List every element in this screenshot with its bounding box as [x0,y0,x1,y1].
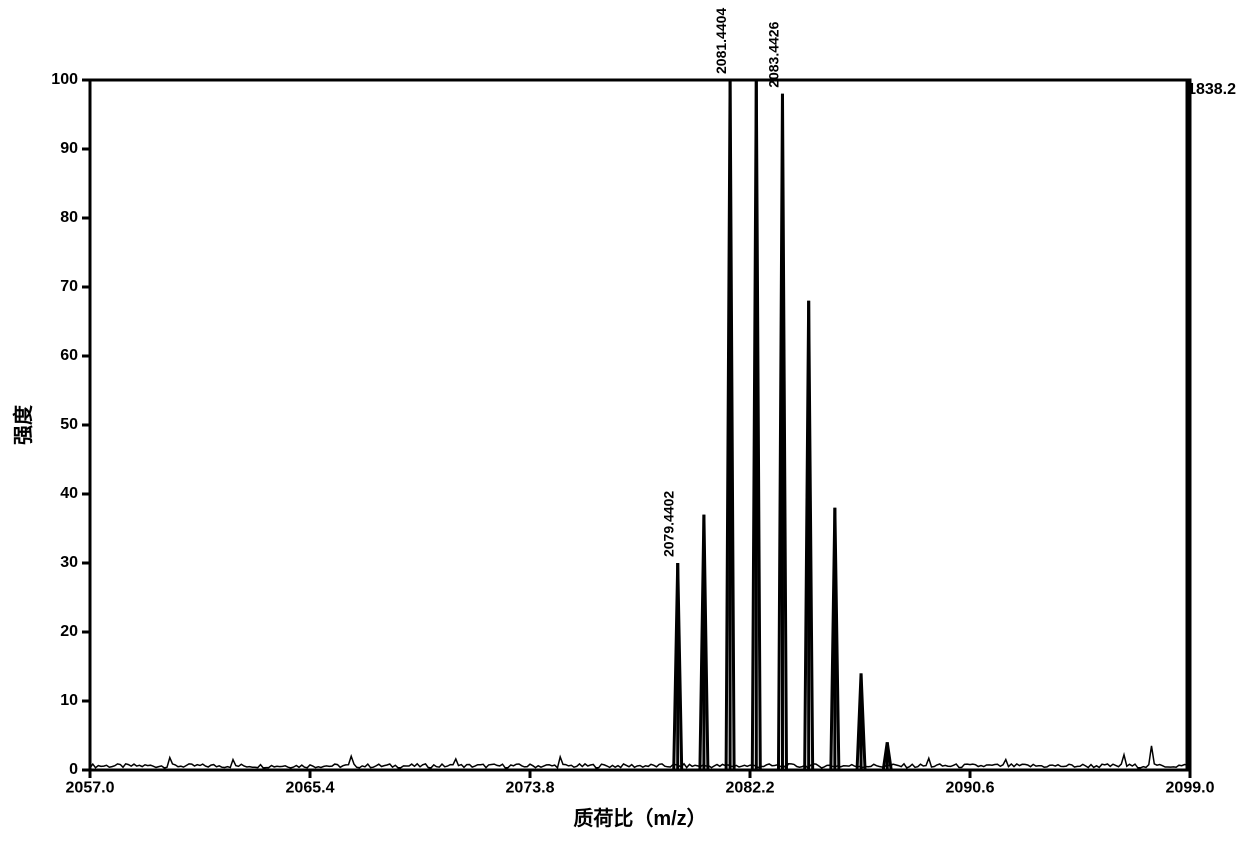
x-tick-label: 2082.2 [726,779,775,796]
mass-spectrum-chart: 0 10 20 30 40 50 60 70 80 90 100 2057.0 2065.4 2073.8… [0,0,1240,855]
y-tick-label: 40 [60,485,78,502]
y-tick-label: 100 [51,71,78,88]
x-axis-title: 质荷比（m/z） [573,806,706,830]
x-tick-label: 2090.6 [946,779,995,796]
y-tick-label: 80 [60,209,78,226]
y-tick-label: 50 [60,416,78,433]
chart-background [0,0,1240,855]
peak-label: 2081.4404 [713,8,729,74]
right-peak-label: 1838.2 [1187,81,1236,98]
x-tick-label: 2099.0 [1166,779,1215,796]
x-tick-label: 2057.0 [66,779,115,796]
y-tick-label: 30 [60,554,78,571]
y-tick-label: 0 [69,761,78,778]
x-tick-label: 2065.4 [286,779,335,796]
y-tick-label: 90 [60,140,78,157]
chart-container: 0 10 20 30 40 50 60 70 80 90 100 2057.0 2065.4 2073.8… [0,0,1240,855]
y-axis-title: 强度 [11,404,35,445]
y-tick-label: 70 [60,278,78,295]
peak-label: 2079.4402 [661,491,677,557]
y-tick-label: 20 [60,623,78,640]
x-tick-label: 2073.8 [506,779,555,796]
peak-label: 2083.4426 [765,21,781,87]
y-tick-label: 60 [60,347,78,364]
y-tick-label: 10 [60,692,78,709]
